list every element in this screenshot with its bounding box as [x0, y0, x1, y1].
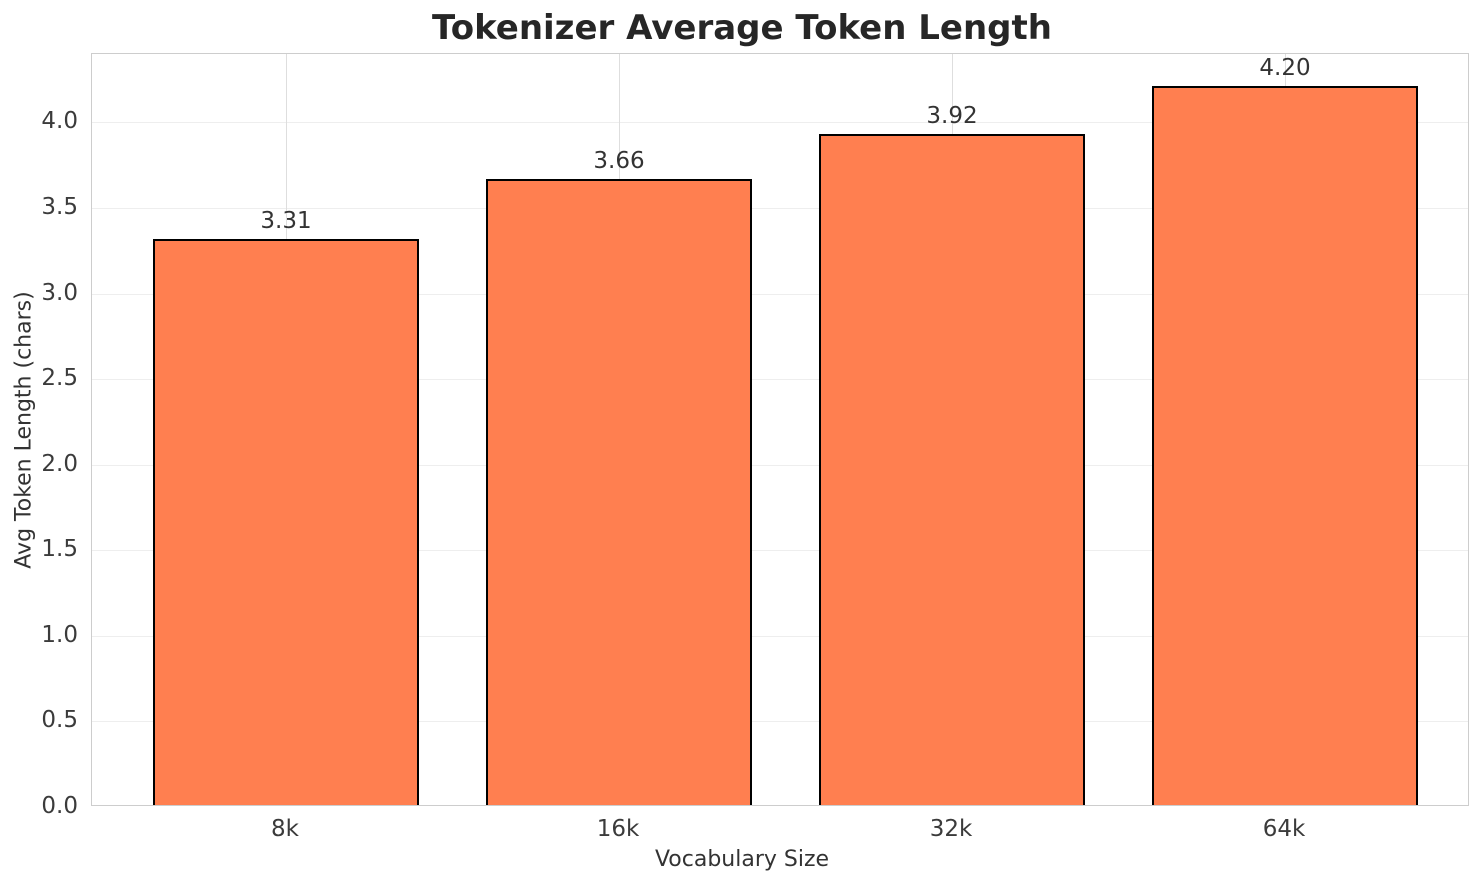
horizontal-gridline [92, 208, 1468, 210]
y-tick-label: 0.5 [41, 707, 78, 734]
plot-area: 3.31 3.66 3.92 4.20 [91, 53, 1469, 806]
x-axis-label: Vocabulary Size [654, 847, 830, 872]
bar-value-label: 3.66 [593, 147, 645, 174]
bar-64k [1152, 86, 1418, 805]
y-tick-label: 3.0 [41, 279, 78, 306]
bar-value-label: 3.31 [260, 207, 312, 234]
y-tick-label: 2.5 [41, 365, 78, 392]
bar-8k [153, 238, 419, 805]
chart-title: Tokenizer Average Token Length [432, 8, 1052, 48]
horizontal-gridline [92, 464, 1468, 466]
bar-value-label: 4.20 [1259, 55, 1311, 82]
y-tick-label: 1.0 [41, 621, 78, 648]
bar-32k [819, 134, 1085, 805]
x-tick-label-8k: 8k [271, 816, 299, 842]
bar-value-label: 3.92 [926, 103, 978, 130]
y-tick-label: 2.0 [41, 450, 78, 477]
y-tick-label: 0.0 [41, 793, 78, 819]
horizontal-gridline [92, 379, 1468, 381]
x-tick-label-16k: 16k [596, 816, 640, 842]
horizontal-gridline [92, 635, 1468, 637]
y-axis-label: Avg Token Length (chars) [11, 291, 37, 569]
horizontal-gridline [92, 122, 1468, 124]
horizontal-gridline [92, 550, 1468, 552]
y-tick-label: 1.5 [41, 536, 78, 563]
bar-16k [486, 178, 752, 805]
horizontal-gridline [92, 293, 1468, 295]
x-tick-label-64k: 64k [1262, 816, 1306, 842]
horizontal-gridline [92, 721, 1468, 723]
y-tick-label: 4.0 [41, 108, 78, 135]
y-tick-label: 3.5 [41, 194, 78, 221]
x-tick-label-32k: 32k [929, 816, 973, 842]
